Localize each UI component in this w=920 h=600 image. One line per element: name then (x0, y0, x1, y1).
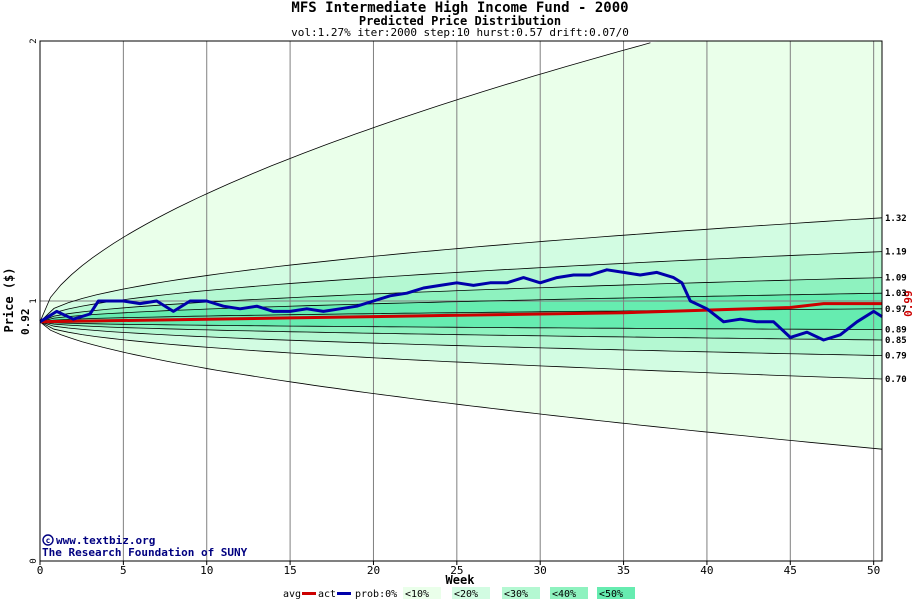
x-tick-label: 10 (200, 564, 213, 577)
band-level-label: 1.19 (885, 248, 907, 258)
legend-act-swatch (337, 592, 351, 595)
band-boundary (39, 321, 883, 341)
band-level-label: 1.03 (885, 289, 907, 299)
legend-act-label: act (318, 589, 336, 600)
watermark-line1: www.textbiz.org (56, 534, 155, 547)
legend-band-label: prob:0% (355, 589, 397, 600)
band-level-label: 0.89 (885, 326, 907, 336)
x-tick-label: 35 (617, 564, 630, 577)
legend-band-label: <50% (599, 589, 623, 600)
band-level-label: 1.32 (885, 214, 907, 224)
band-50 (40, 293, 882, 330)
band-level-label: 1.09 (885, 274, 907, 284)
copyright-icon-glyph: c (46, 536, 51, 545)
legend-band-swatch (353, 587, 401, 599)
avg-line (39, 302, 882, 324)
x-tick-label: 40 (700, 564, 713, 577)
copyright-icon (42, 534, 54, 546)
band-level-label: 0.97 (885, 305, 907, 315)
band-boundary (39, 292, 883, 323)
chart-title: MFS Intermediate High Income Fund - 2000 (291, 0, 629, 16)
x-tick-label: 15 (283, 564, 296, 577)
act-line (39, 268, 883, 342)
x-tick-label: 0 (37, 564, 44, 577)
band-boundary (39, 251, 883, 323)
band-boundary (39, 321, 883, 356)
band-boundary (39, 321, 883, 380)
x-tick-label: 50 (867, 564, 880, 577)
legend-avg-swatch (302, 592, 316, 595)
chart-params: vol:1.27% iter:2000 step:10 hurst:0.57 d… (291, 26, 629, 39)
legend-avg-label: avg (283, 589, 301, 600)
band-boundary (39, 321, 883, 330)
legend-band-swatch (452, 587, 490, 599)
legend-band-label: <40% (552, 589, 576, 600)
legend-band-swatch (597, 587, 635, 599)
plot-frame (39, 40, 883, 562)
y-tick-label: 1 (29, 298, 39, 303)
x-tick-label: 45 (784, 564, 797, 577)
band-level-label: 0.70 (885, 375, 907, 385)
band-level-label: 0.85 (885, 336, 907, 346)
legend-band-label: <10% (405, 589, 429, 600)
y-axis-title: Price ($) (2, 267, 16, 332)
x-tick-label: 5 (120, 564, 127, 577)
x-tick-label: 20 (367, 564, 380, 577)
y-tick-label: 2 (29, 38, 39, 43)
x-axis-title: Week (446, 573, 476, 587)
outer-upper-boundary (39, 42, 651, 322)
end-avg-label: 0.99 (902, 290, 915, 317)
chart-subtitle: Predicted Price Distribution (358, 14, 562, 28)
legend-band-label: <30% (504, 589, 528, 600)
band-boundary (39, 217, 883, 323)
legend-band-swatch (550, 587, 588, 599)
legend-band-label: <20% (454, 589, 478, 600)
outer-lower-boundary (39, 321, 883, 450)
x-tick-label: 25 (450, 564, 463, 577)
y-tick-label: 0 (29, 558, 39, 563)
start-price-label: 0.92 (19, 309, 32, 336)
band-boundary (39, 277, 883, 323)
legend-band-swatch (502, 587, 540, 599)
legend: avg act prob:0% <10% <20% <30% <40% <50% (283, 587, 635, 600)
x-tick-label: 30 (534, 564, 547, 577)
watermark-line2: The Research Foundation of SUNY (42, 546, 248, 559)
legend-band-swatch (403, 587, 441, 599)
band-level-label: 0.79 (885, 352, 907, 362)
